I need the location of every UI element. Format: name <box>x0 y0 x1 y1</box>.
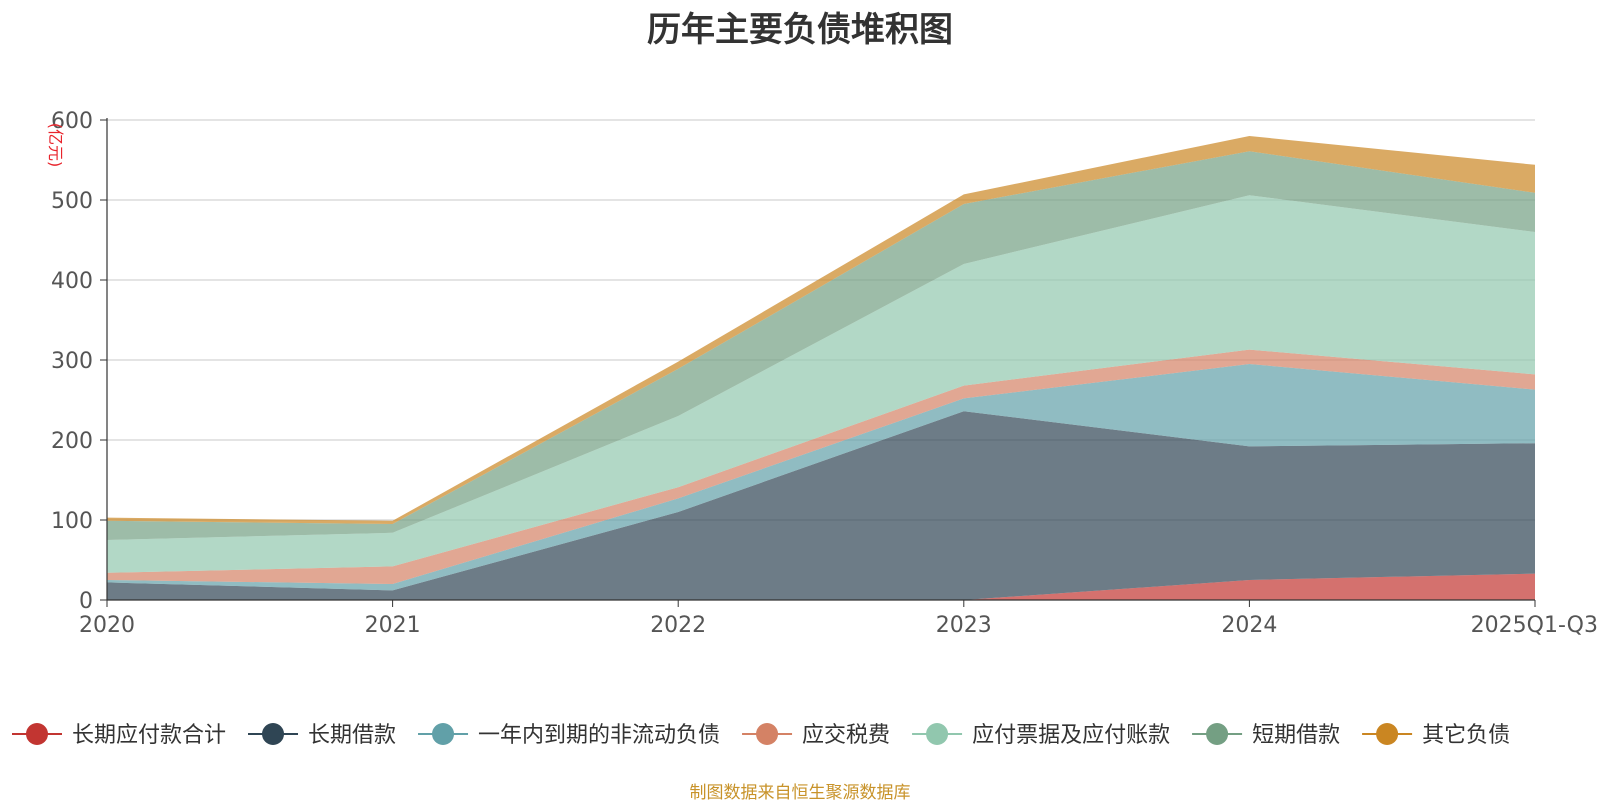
x-tick-label: 2024 <box>1221 613 1277 638</box>
x-tick-label: 2025Q1-Q3 <box>1471 613 1598 638</box>
legend-label: 长期借款 <box>308 723 396 748</box>
x-tick-label: 2022 <box>650 613 706 638</box>
legend-marker-icon <box>1376 723 1399 745</box>
chart-title: 历年主要负债堆积图 <box>647 10 953 50</box>
x-tick-label: 2023 <box>936 613 992 638</box>
legend-item[interactable]: 应付票据及应付账款 <box>912 723 1170 748</box>
legend-item[interactable]: 长期借款 <box>248 723 396 748</box>
y-axis-label: (亿元) <box>46 123 65 168</box>
area-series-5 <box>107 195 1535 573</box>
y-tick-label: 400 <box>51 269 93 294</box>
area-series <box>107 136 1535 600</box>
source-note: 制图数据来自恒生聚源数据库 <box>689 783 911 803</box>
y-tick-label: 200 <box>51 429 93 454</box>
x-tick-label: 2020 <box>79 613 135 638</box>
legend-label: 一年内到期的非流动负债 <box>478 723 720 748</box>
y-tick-label: 300 <box>51 349 93 374</box>
legend-marker-icon <box>432 723 455 745</box>
area-series-2 <box>107 411 1535 600</box>
legend-item[interactable]: 一年内到期的非流动负债 <box>418 723 720 748</box>
y-tick-label: 100 <box>51 509 93 534</box>
legend-label: 应付票据及应付账款 <box>972 723 1170 748</box>
legend-marker-icon <box>262 723 285 745</box>
axes: 0 100 200 300 400 500 600(亿元) 2020 2021 2022 2023 2… <box>46 109 1598 638</box>
y-tick-label: 600 <box>51 109 93 134</box>
legend: 长期应付款合计 长期借款 一年内到期的非流动负债 应交税费 应付票据及应付账款 短期借款 其… <box>12 723 1510 748</box>
legend-marker-icon <box>926 723 949 745</box>
x-tick-label: 2021 <box>365 613 421 638</box>
legend-item[interactable]: 长期应付款合计 <box>12 723 226 748</box>
area-series-1 <box>107 573 1535 600</box>
legend-item[interactable]: 短期借款 <box>1192 723 1340 748</box>
area-series-4 <box>107 349 1535 584</box>
y-tick-label: 0 <box>79 589 93 614</box>
legend-label: 短期借款 <box>1252 723 1340 748</box>
area-series-3 <box>107 364 1535 591</box>
legend-item[interactable]: 应交税费 <box>742 723 890 748</box>
legend-label: 其它负债 <box>1422 723 1510 748</box>
legend-item[interactable]: 其它负债 <box>1362 723 1510 748</box>
area-series-6 <box>107 151 1535 540</box>
y-tick-label: 500 <box>51 189 93 214</box>
legend-label: 应交税费 <box>802 723 890 748</box>
legend-marker-icon <box>26 723 48 745</box>
legend-marker-icon <box>756 723 779 745</box>
legend-marker-icon <box>1206 723 1229 745</box>
legend-label: 长期应付款合计 <box>72 723 226 748</box>
